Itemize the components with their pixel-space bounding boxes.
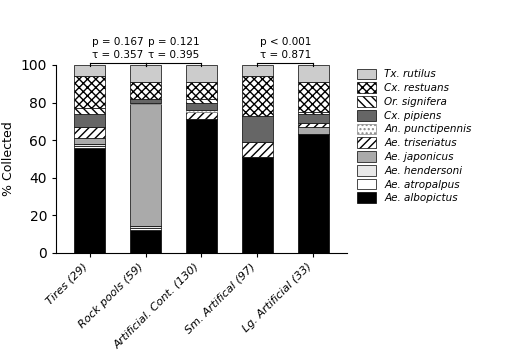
Text: τ = 0.395: τ = 0.395 xyxy=(148,50,199,60)
Bar xyxy=(186,103,216,110)
Bar xyxy=(130,103,161,104)
Bar xyxy=(297,112,328,114)
Bar xyxy=(241,65,272,76)
Y-axis label: % Collected: % Collected xyxy=(2,121,15,196)
Bar xyxy=(297,127,328,134)
Bar xyxy=(74,148,105,253)
Bar xyxy=(297,123,328,127)
Bar xyxy=(130,104,161,226)
Bar xyxy=(130,228,161,230)
Bar xyxy=(241,116,272,142)
Bar xyxy=(130,82,161,99)
Text: τ = 0.357: τ = 0.357 xyxy=(92,50,143,60)
Bar xyxy=(130,226,161,228)
Bar xyxy=(241,157,272,253)
Bar xyxy=(186,99,216,103)
Bar xyxy=(186,110,216,112)
Bar xyxy=(130,230,161,253)
Text: p = 0.167: p = 0.167 xyxy=(92,37,143,47)
Bar xyxy=(74,114,105,127)
Text: p < 0.001: p < 0.001 xyxy=(259,37,310,47)
Text: p = 0.121: p = 0.121 xyxy=(148,37,199,47)
Bar xyxy=(241,76,272,116)
Bar xyxy=(297,134,328,253)
Bar xyxy=(130,99,161,103)
Bar xyxy=(74,76,105,108)
Bar xyxy=(186,119,216,253)
Text: τ = 0.871: τ = 0.871 xyxy=(259,50,310,60)
Bar xyxy=(74,144,105,146)
Bar xyxy=(186,65,216,82)
Bar xyxy=(186,112,216,119)
Bar xyxy=(74,138,105,144)
Legend: Tx. rutilus, Cx. restuans, Or. signifera, Cx. pipiens, An. punctipennis, Ae. tri: Tx. rutilus, Cx. restuans, Or. signifera… xyxy=(354,66,473,205)
Bar xyxy=(297,114,328,123)
Bar xyxy=(74,108,105,114)
Bar xyxy=(297,65,328,82)
Bar xyxy=(74,65,105,76)
Bar xyxy=(297,82,328,112)
Bar xyxy=(74,127,105,138)
Bar xyxy=(74,146,105,148)
Bar xyxy=(130,65,161,82)
Bar xyxy=(186,82,216,99)
Bar xyxy=(241,142,272,157)
